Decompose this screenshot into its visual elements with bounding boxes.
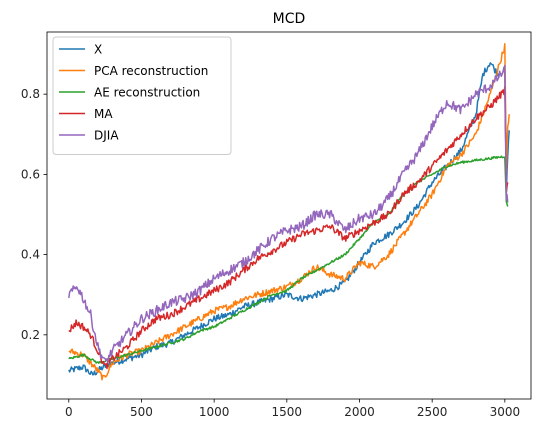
series-line-1 [68,43,510,381]
y-tick-label: 0.4 [21,248,40,262]
legend-label-4: DJIA [94,129,119,143]
chart-title: MCD [273,11,306,27]
x-tick-label: 1500 [272,405,303,419]
series-line-2 [68,155,509,364]
series-line-4 [68,64,509,364]
legend-box [52,36,232,155]
y-tick-label: 0.6 [21,167,40,181]
legend-label-0: X [94,43,102,57]
y-tick-label: 0.2 [21,328,40,342]
legend-label-2: AE reconstruction [94,86,200,100]
series-line-0 [68,62,510,376]
series-layer [68,43,510,381]
x-tick-label: 3000 [490,405,521,419]
x-tick-label: 500 [130,405,153,419]
y-tick-label: 0.8 [21,87,40,101]
x-tick-label: 2500 [417,405,448,419]
x-tick-label: 0 [65,405,73,419]
axes-layer: 0 500 1000 1500 2000 2500 3000 0.2 0.4 0.6 0.8 [21,31,532,419]
legend: X PCA reconstruction AE reconstruction MA DJ… [52,36,232,155]
series-line-3 [68,85,509,370]
x-tick-label: 2000 [344,405,375,419]
legend-label-1: PCA reconstruction [94,64,208,78]
x-tick-label: 1000 [199,405,230,419]
legend-label-3: MA [94,107,113,121]
axes-frame [46,31,532,400]
